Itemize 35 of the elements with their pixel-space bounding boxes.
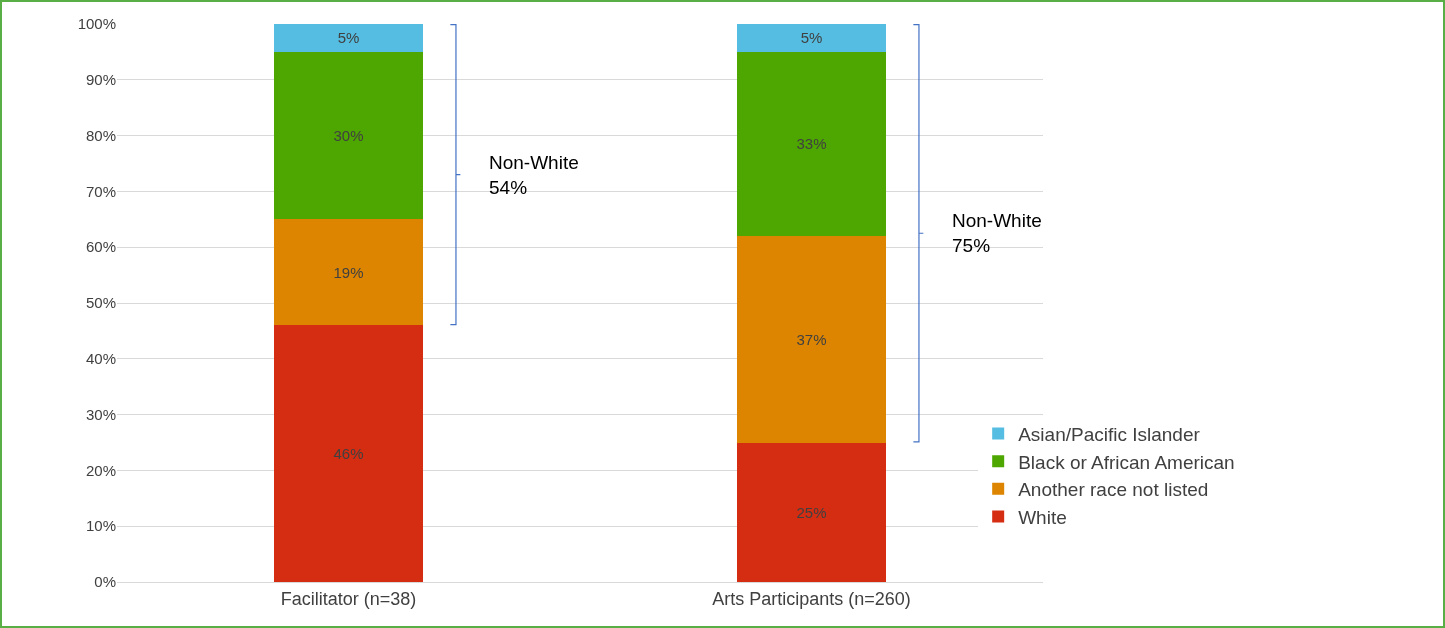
legend-label: Asian/Pacific Islander [1018,423,1201,445]
y-tick-label: 70% [85,182,116,200]
y-tick-label: 80% [85,126,116,144]
data-label: 46% [333,445,364,463]
y-tick-label: 10% [85,517,116,535]
legend-label: White [1018,506,1067,528]
y-tick-label: 90% [85,71,116,89]
legend-label: Black or African American [1018,451,1235,473]
y-tick-label: 100% [77,15,116,33]
y-tick-label: 20% [85,461,116,479]
y-tick-label: 60% [85,238,116,256]
y-tick-label: 50% [85,294,116,312]
x-tick-label: Arts Participants (n=260) [712,588,911,609]
bar [274,51,423,220]
bar [737,442,886,582]
bar [737,236,886,443]
data-label: 5% [337,29,360,47]
bar [274,24,423,52]
y-tick-label: 0% [94,573,116,591]
annotation: Non-White 75% [952,210,1042,256]
x-tick-label: Facilitator (n=38) [280,588,417,609]
data-label: 19% [333,263,364,281]
y-tick-label: 40% [85,350,116,368]
data-label: 30% [333,127,364,145]
annotation: Non-White 54% [489,152,579,198]
data-label: 25% [796,503,827,521]
bar [274,219,423,326]
y-tick-label: 30% [85,405,116,423]
legend-label: Another race not listed [1018,479,1209,501]
data-label: 33% [796,135,827,153]
data-label: 5% [800,29,823,47]
data-label: 37% [796,330,827,348]
bar [737,24,886,52]
bar [274,325,423,582]
bar [737,51,886,237]
